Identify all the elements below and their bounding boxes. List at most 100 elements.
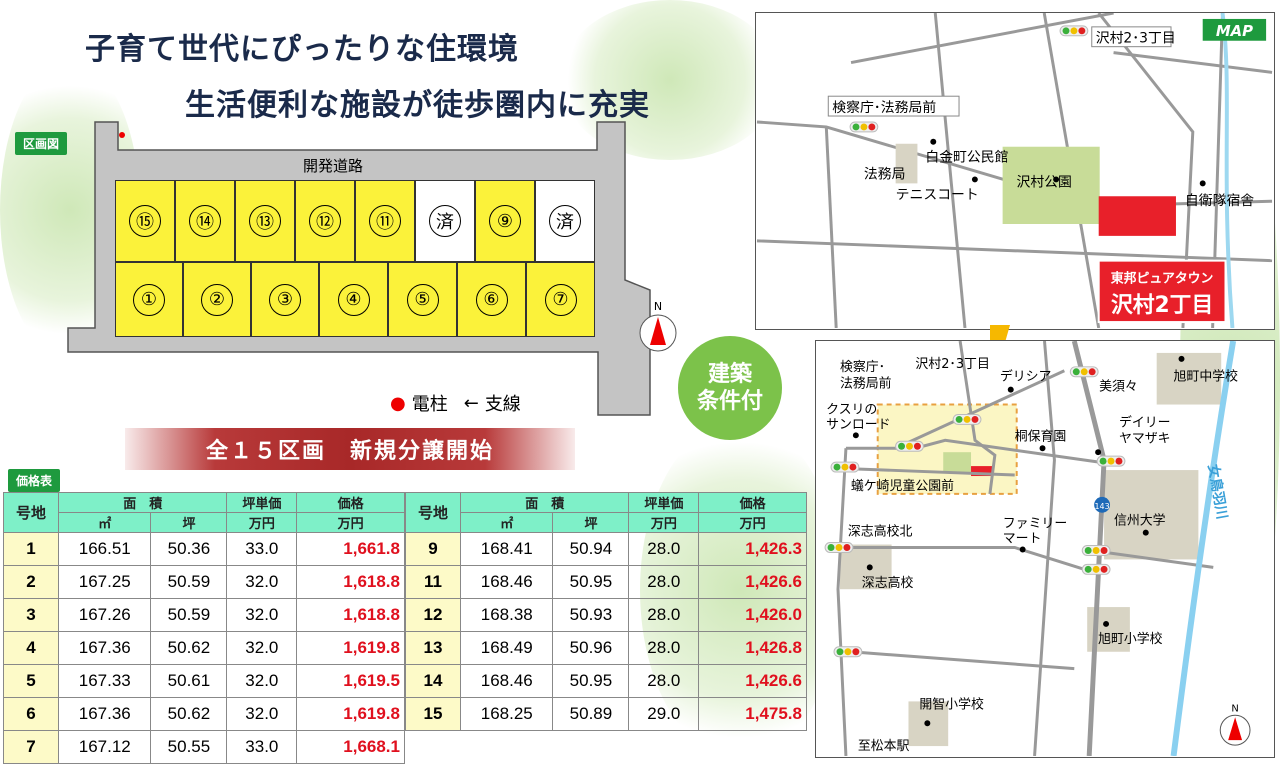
label-sawamura23: 沢村2･3丁目 [1096, 31, 1176, 47]
guy-wire-arrow-icon: ← [463, 392, 479, 414]
cell-price: 1,618.8 [296, 565, 405, 599]
label-kusuri-1: クスリの [826, 402, 877, 417]
detail-map-svg: MAP 沢村2･3丁目 検察庁･法務局前 法務局 白金町公民館 テニスコート 沢… [756, 13, 1273, 328]
header-price: 価格 [698, 492, 807, 513]
cell-lot: 12 [405, 598, 461, 632]
cell-tsubo: 50.55 [150, 730, 228, 764]
label-shinshu: 信州大学 [1114, 513, 1166, 529]
label-misuzu: 美須々 [1099, 380, 1138, 395]
lot-number: ⑫ [309, 205, 341, 237]
label-asahi-es: 旭町小学校 [1098, 631, 1163, 647]
detail-map: MAP 沢村2･3丁目 検察庁･法務局前 法務局 白金町公民館 テニスコート 沢… [755, 12, 1275, 330]
cell-unit-price: 28.0 [628, 598, 700, 632]
label-fukashi-n: 深志高校北 [848, 524, 913, 540]
site-label-1: 東邦ピュアタウン [1111, 270, 1214, 286]
north-label: N [653, 300, 663, 313]
cell-sqm: 168.25 [459, 697, 554, 731]
sale-banner: 全１５区画 新規分譲開始 [125, 428, 575, 470]
label-family-1: ファミリー [1003, 517, 1067, 532]
lot: ① [115, 262, 183, 337]
north-arrow: N [636, 300, 680, 357]
traffic-light-icon [1059, 25, 1089, 37]
header-sqm: ㎡ [459, 512, 554, 533]
label-asahi-jh: 旭町中学校 [1174, 369, 1239, 385]
lot-number: ④ [337, 283, 370, 316]
traffic-light-icon [1096, 455, 1126, 467]
traffic-light-icon [1069, 366, 1099, 378]
legend-guy-label: 支線 [484, 394, 521, 415]
header-tsubo: 坪 [150, 512, 228, 533]
traffic-light-icon [849, 121, 879, 133]
label-kensatsu-1: 検察庁･ [840, 360, 885, 375]
lot-legend: ● 電柱 ← 支線 [390, 390, 521, 416]
cell-tsubo: 50.59 [150, 598, 228, 632]
lot-number: ⑬ [249, 205, 281, 237]
cell-unit-price: 33.0 [226, 532, 298, 566]
label-delicia: デリシア [1000, 369, 1052, 385]
cell-tsubo: 50.93 [552, 598, 630, 632]
lot-number: ② [201, 283, 233, 316]
north-label: N [1231, 703, 1238, 714]
cell-sqm: 168.41 [459, 532, 554, 566]
lot: ⑦ [526, 262, 595, 337]
header-unit-price: 坪単価 [628, 492, 700, 513]
cell-lot: 13 [405, 631, 461, 665]
lot: ⑥ [457, 262, 526, 337]
label-kaichi: 開智小学校 [919, 696, 984, 712]
cell-price: 1,426.0 [698, 598, 807, 632]
cell-price: 1,619.8 [296, 697, 405, 731]
label-fukashi: 深志高校 [862, 575, 914, 591]
label-station: 至松本駅 [858, 739, 910, 754]
cell-sqm: 167.36 [57, 631, 152, 665]
header-man-yen: 万円 [226, 512, 298, 533]
cell-lot: 9 [405, 532, 461, 566]
label-sawamura23: 沢村2･3丁目 [915, 357, 989, 372]
cell-unit-price: 32.0 [226, 631, 298, 665]
cell-sqm: 167.25 [57, 565, 152, 599]
cell-lot: 2 [3, 565, 59, 599]
table-row: 6 167.36 50.62 32.0 1,619.8 [3, 697, 405, 731]
lot: 済 [535, 180, 595, 262]
label-daily-2: ヤマザキ [1119, 431, 1171, 446]
lot-number: ③ [269, 283, 301, 316]
table-row: 2 167.25 50.59 32.0 1,618.8 [3, 565, 405, 599]
lot-number: ⑮ [129, 205, 161, 237]
cell-price: 1,426.6 [698, 664, 807, 698]
cell-price: 1,619.8 [296, 631, 405, 665]
table-row: 3 167.26 50.59 32.0 1,618.8 [3, 598, 405, 632]
lot: ③ [251, 262, 319, 337]
lot: ④ [319, 262, 388, 337]
label-tennis: テニスコート [896, 187, 979, 203]
cell-tsubo: 50.61 [150, 664, 228, 698]
header-sqm: ㎡ [57, 512, 152, 533]
header-area: 面 積 [57, 492, 228, 513]
header-tsubo: 坪 [552, 512, 630, 533]
cell-tsubo: 50.95 [552, 664, 630, 698]
headline-line2: 生活便利な施設が徒歩圏内に充実 [185, 88, 650, 123]
badge-line2: 条件付 [696, 389, 763, 414]
cell-tsubo: 50.96 [552, 631, 630, 665]
label-kiri: 桐保育園 [1015, 428, 1067, 444]
label-sawamura-park: 沢村公園 [1016, 174, 1071, 190]
cell-sqm: 167.36 [57, 697, 152, 731]
label-jieitai: 自衛隊宿舎 [1185, 192, 1254, 209]
lot-number: ⑦ [544, 283, 577, 316]
table-row: 1 166.51 50.36 33.0 1,661.8 [3, 532, 405, 566]
cell-unit-price: 32.0 [226, 664, 298, 698]
header-man-yen: 万円 [296, 512, 405, 533]
cell-lot: 7 [3, 730, 59, 764]
cell-sqm: 168.46 [459, 664, 554, 698]
lot-plan-tag: 区画図 [15, 132, 68, 155]
cell-lot: 14 [405, 664, 461, 698]
cell-lot: 11 [405, 565, 461, 599]
header-price: 価格 [296, 492, 405, 513]
cell-sqm: 168.49 [459, 631, 554, 665]
header-lot: 号地 [405, 492, 461, 533]
cell-lot: 4 [3, 631, 59, 665]
traffic-light-icon [1081, 545, 1111, 556]
map-badge: MAP [1216, 22, 1253, 40]
lot-number: ⑤ [406, 283, 439, 316]
lot-number: 済 [549, 205, 581, 237]
table-row: 4 167.36 50.62 32.0 1,619.8 [3, 631, 405, 665]
